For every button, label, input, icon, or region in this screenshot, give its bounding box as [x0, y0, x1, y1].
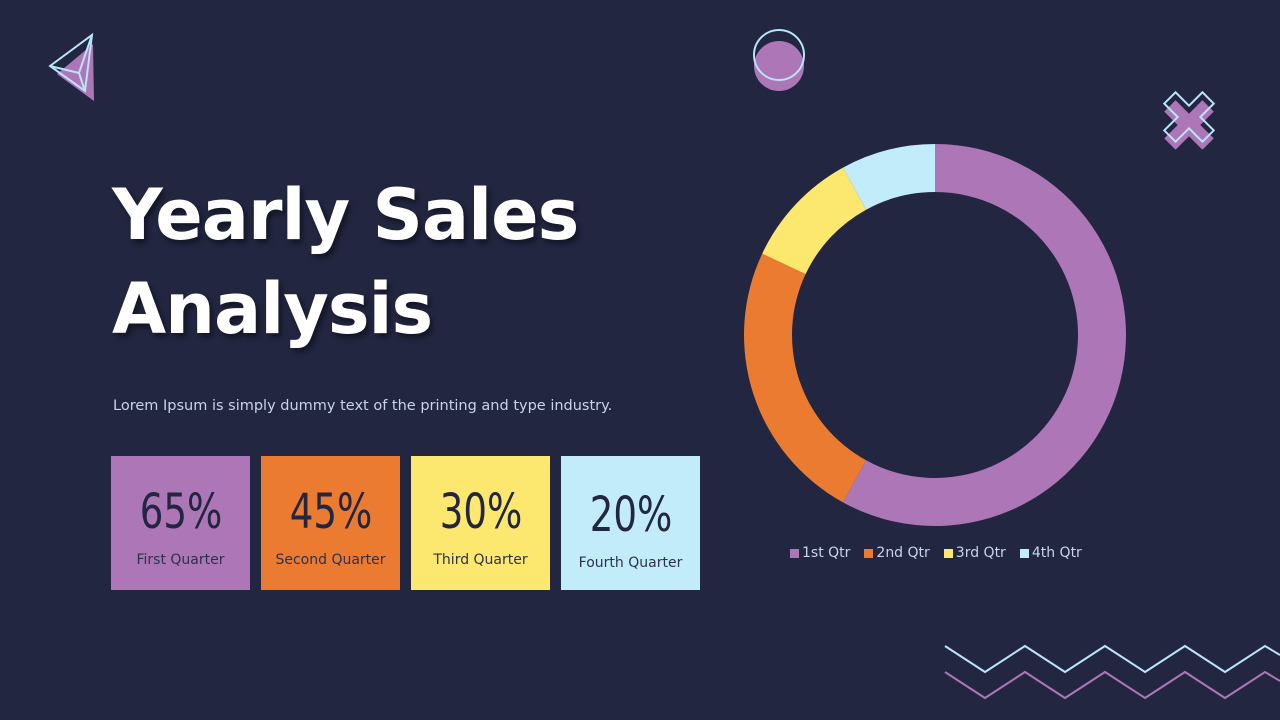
- chart-legend: 1st Qtr 2nd Qtr 3rd Qtr 4th Qtr: [790, 545, 1082, 561]
- legend-item: 4th Qtr: [1019, 545, 1082, 561]
- quarter-card-label: First Quarter: [136, 552, 225, 568]
- quarter-card-value: 20%: [589, 487, 672, 543]
- zigzag-lines: [944, 644, 1280, 700]
- quarter-card-value: 65%: [139, 484, 222, 540]
- legend-swatch: [1019, 548, 1029, 558]
- quarter-card-label: Second Quarter: [275, 552, 386, 568]
- quarter-card-2: 45% Second Quarter: [261, 456, 400, 590]
- circle-icon: [753, 29, 805, 91]
- quarter-card-1: 65% First Quarter: [111, 456, 250, 590]
- title-line-2: Analysis: [112, 268, 433, 350]
- legend-swatch: [943, 548, 953, 558]
- page-title: Yearly Sales Analysis: [112, 168, 579, 356]
- legend-label: 2nd Qtr: [876, 545, 930, 561]
- quarter-card-value: 30%: [439, 484, 522, 540]
- quarter-card-4: 20% Fourth Quarter: [561, 456, 700, 590]
- quarter-card-label: Third Quarter: [433, 552, 528, 568]
- donut-slice-1: [842, 144, 1127, 527]
- legend-swatch: [790, 548, 799, 558]
- donut-slice-2: [744, 253, 867, 503]
- paper-plane-icon: [48, 32, 94, 101]
- legend-label: 1st Qtr: [802, 545, 851, 561]
- legend-label: 3rd Qtr: [955, 545, 1006, 561]
- quarter-card-value: 45%: [289, 484, 372, 540]
- donut-slice-3: [762, 167, 867, 275]
- subtitle: Lorem Ipsum is simply dummy text of the …: [113, 398, 613, 414]
- legend-label: 4th Qtr: [1031, 545, 1082, 561]
- legend-item: 2nd Qtr: [864, 545, 930, 561]
- quarter-card-3: 30% Third Quarter: [411, 456, 550, 590]
- legend-item: 3rd Qtr: [943, 545, 1006, 561]
- donut-slice-4: [842, 144, 935, 210]
- x-cross-icon: [1162, 90, 1216, 150]
- legend-item: 1st Qtr: [790, 545, 850, 561]
- legend-swatch: [864, 548, 874, 558]
- title-line-1: Yearly Sales: [112, 174, 579, 256]
- quarter-card-label: Fourth Quarter: [578, 555, 683, 571]
